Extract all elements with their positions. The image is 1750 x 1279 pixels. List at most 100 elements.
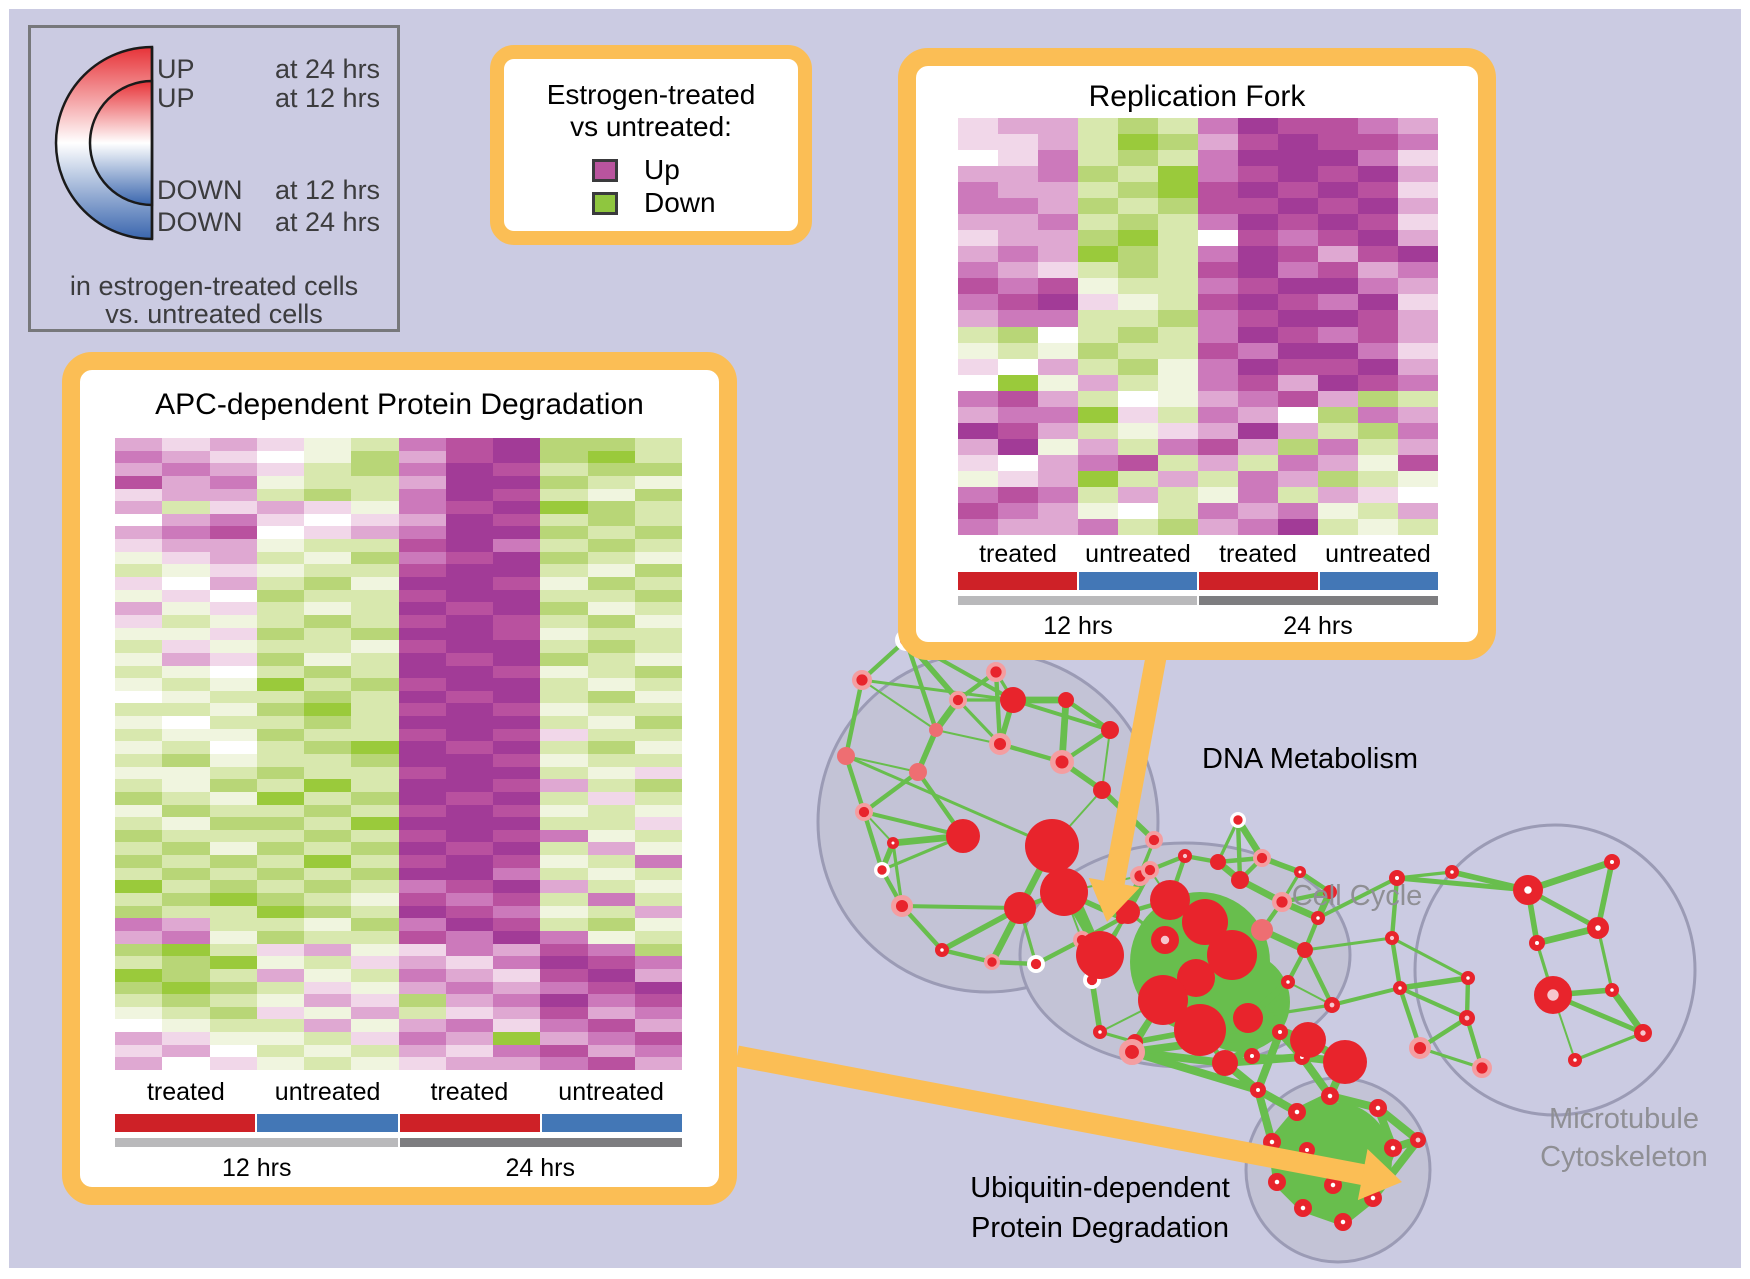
heatmap-cell (256, 703, 304, 717)
heatmap-cell (162, 438, 210, 451)
network-node (988, 732, 1011, 755)
heatmap-cell (445, 614, 493, 628)
heatmap-cell (540, 602, 588, 615)
heatmap-cell (493, 475, 541, 489)
heatmap-cell (115, 968, 163, 982)
heatmap-cell (351, 893, 399, 906)
heatmap-cell (115, 1057, 163, 1070)
heatmap-cell (540, 943, 588, 957)
heatmap-cell (1398, 310, 1438, 327)
heatmap-cell (634, 893, 682, 906)
heatmap-cell (998, 262, 1038, 279)
heatmap-cell (1278, 198, 1318, 215)
heatmap-cell (1198, 502, 1238, 519)
heatmap-cell (398, 551, 446, 565)
network-node (1207, 930, 1257, 980)
heatmap-cell (493, 968, 541, 982)
heatmap-cell (351, 577, 399, 590)
heatmap-cell (115, 526, 163, 540)
network-node (1393, 981, 1407, 995)
heatmap-cell (1398, 278, 1438, 295)
network-label: Cytoskeleton (1540, 1141, 1708, 1173)
heatmap-cell (115, 450, 163, 464)
heatmap-cell (1158, 118, 1198, 135)
apc-condition-bars (115, 1114, 682, 1132)
network-edge (1251, 1054, 1303, 1059)
network-node (1268, 1173, 1286, 1191)
heatmap-cell (115, 513, 163, 527)
heatmap-cell (587, 829, 635, 843)
heatmap-cell (540, 918, 588, 931)
heatmap-cell (256, 741, 304, 754)
heatmap-cell (493, 627, 541, 641)
heatmap-cell (493, 501, 541, 514)
heatmap-cell (1398, 326, 1438, 343)
heatmap-cell (115, 994, 163, 1007)
heatmap-cell (1198, 230, 1238, 247)
heatmap-cell (1238, 326, 1278, 343)
heatmap-cell (351, 589, 399, 603)
heatmap-cell (540, 703, 588, 717)
heatmap-cell (958, 262, 998, 279)
heatmap-cell (958, 358, 998, 375)
heatmap-cell (1198, 342, 1238, 359)
heatmap-cell (587, 703, 635, 717)
heatmap-cell (445, 438, 493, 451)
heatmap-cell (256, 994, 304, 1007)
heatmap-cell (1278, 342, 1318, 359)
heatmap-cell (634, 804, 682, 818)
heatmap-cell (587, 766, 635, 780)
heatmap-cell (162, 513, 210, 527)
heatmap-cell (115, 652, 163, 666)
heatmap-cell (1118, 486, 1158, 503)
heatmap-cell (1358, 374, 1398, 391)
heatmap-cell (1038, 326, 1078, 343)
heatmap-cell (493, 438, 541, 451)
heatmap-cell (1118, 470, 1158, 487)
heatmap-cell (587, 981, 635, 995)
heatmap-cell (1118, 406, 1158, 423)
heatmap-cell (587, 817, 635, 830)
heatmap-cell (304, 488, 352, 502)
heatmap-cell (1318, 390, 1358, 407)
heatmap-cell (351, 956, 399, 969)
heatmap-cell (445, 918, 493, 931)
heatmap-cell (351, 450, 399, 464)
heatmap-cell (1238, 502, 1278, 519)
heatmap-cell (998, 470, 1038, 487)
heatmap-cell (445, 463, 493, 476)
heatmap-cell (162, 577, 210, 590)
heatmap-cell (540, 1006, 588, 1020)
heatmap-cell (162, 564, 210, 578)
heatmap-cell (634, 943, 682, 957)
heatmap-cell (1238, 454, 1278, 471)
heatmap-cell (304, 589, 352, 603)
heatmap-cell (493, 728, 541, 742)
heatmap-cell (587, 842, 635, 856)
heatmap-cell (304, 1019, 352, 1033)
heatmap-cell (304, 867, 352, 881)
heatmap-cell (1358, 502, 1398, 519)
heatmap-cell (493, 513, 541, 527)
network-label: Protein Degradation (971, 1212, 1229, 1244)
heatmap-cell (540, 564, 588, 578)
heatmap-cell (587, 1006, 635, 1020)
heatmap-cell (540, 817, 588, 830)
heatmap-cell (256, 665, 304, 679)
heatmap-cell (398, 905, 446, 919)
heatmap-cell (398, 1019, 446, 1033)
heatmap-cell (304, 627, 352, 641)
heatmap-cell (256, 766, 304, 780)
heatmap-cell (304, 754, 352, 767)
heatmap-cell (1398, 118, 1438, 135)
heatmap-cell (398, 829, 446, 843)
network-node (1025, 819, 1079, 873)
heatmap-cell (162, 450, 210, 464)
heatmap-cell (398, 513, 446, 527)
heatmap-cell (634, 880, 682, 894)
heatmap-cell (634, 526, 682, 540)
heatmap-cell (398, 880, 446, 894)
heatmap-cell (587, 1044, 635, 1058)
heatmap-cell (1318, 246, 1358, 263)
heatmap-cell (493, 930, 541, 944)
